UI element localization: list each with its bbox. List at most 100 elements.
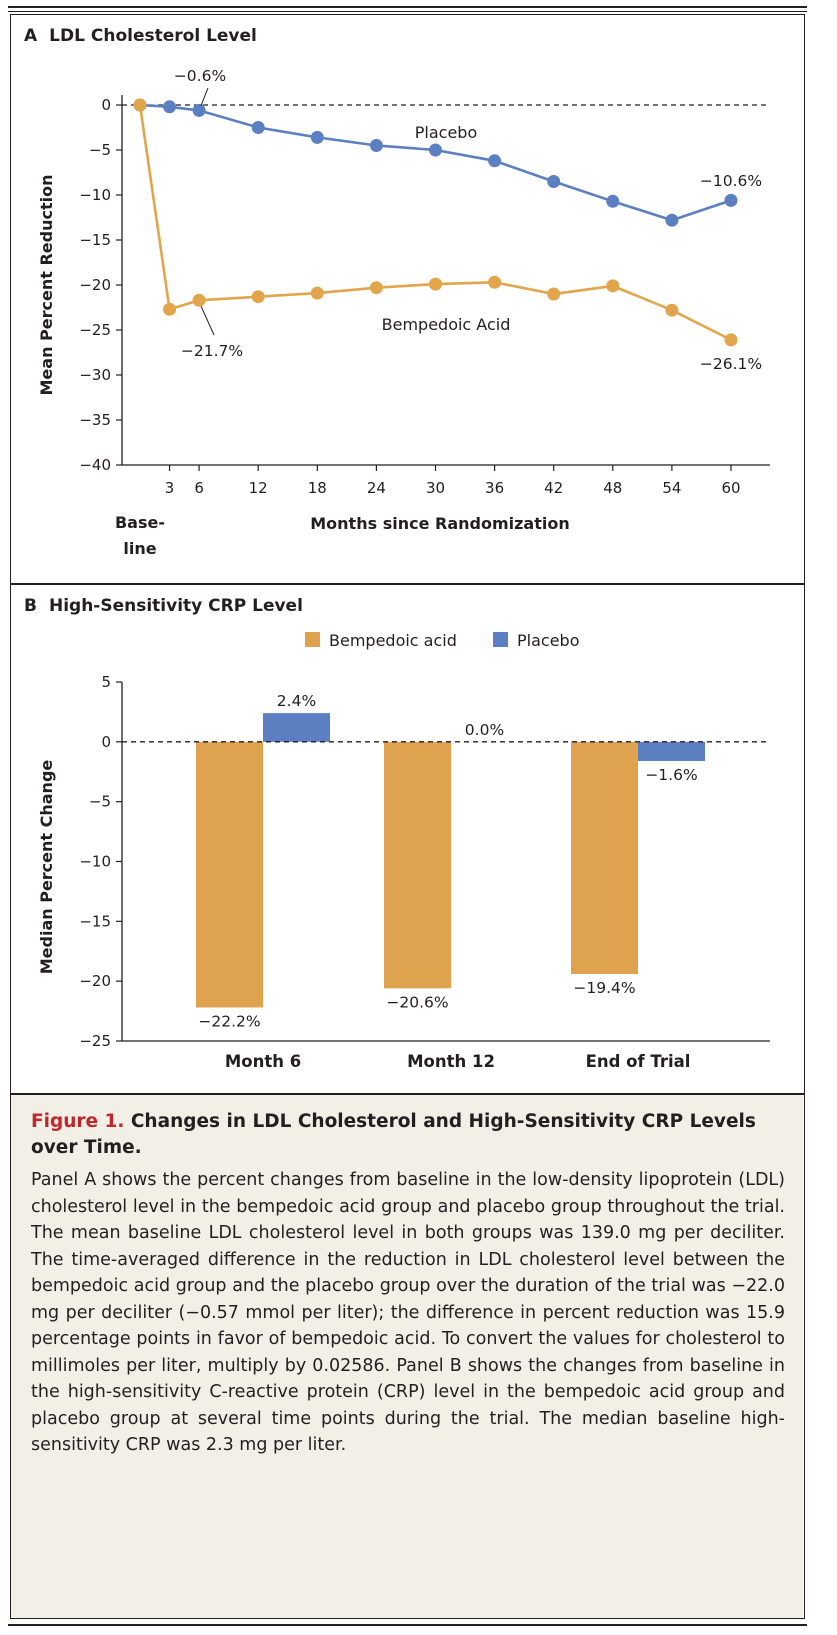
figure-frame: [10, 14, 805, 1619]
legend-label-placebo: Placebo: [517, 631, 579, 650]
data-label: −26.1%: [700, 355, 762, 373]
data-label: −0.6%: [174, 67, 226, 85]
legend-swatch-placebo: [493, 632, 508, 647]
bar-bempedoic-acid: [196, 741, 263, 1008]
legend-label-bempedoic-acid: Bempedoic acid: [329, 631, 457, 650]
annotation-leader: [200, 306, 215, 336]
figure-caption: Figure 1. Changes in LDL Cholesterol and…: [11, 1095, 803, 1618]
bar-placebo: [263, 713, 330, 742]
data-point: [665, 213, 679, 227]
panel-b-letter: B: [24, 596, 37, 616]
caption-separator: [10, 1093, 805, 1095]
y-axis-title: Mean Percent Reduction: [37, 175, 56, 396]
x-tick-label: 48: [603, 479, 622, 497]
y-axis-title: Median Percent Change: [37, 760, 56, 975]
bar-bempedoic-acid: [571, 741, 638, 974]
x-tick-label: 30: [426, 479, 445, 497]
legend-swatch-bempedoic-acid: [305, 632, 320, 647]
top-rule-thin: [8, 11, 807, 12]
x-tick-label: 42: [544, 479, 563, 497]
data-point: [724, 193, 738, 207]
y-tick-label: −15: [79, 912, 111, 930]
ldl-line-chart: 0−5−10−15−20−25−30−35−403 6 12 18 24 30 36 42 48…: [37, 67, 770, 558]
bar-value-label: −22.2%: [198, 1012, 260, 1030]
data-point: [251, 121, 265, 134]
data-point: [429, 277, 442, 291]
panel-b-title: B High-Sensitivity CRP Level: [24, 596, 303, 616]
data-point: [251, 290, 265, 304]
bar-value-label: −19.4%: [573, 979, 635, 997]
data-label: −10.6%: [700, 172, 762, 190]
y-tick-label: −5: [89, 141, 111, 159]
data-point: [310, 130, 324, 144]
data-point: [488, 275, 502, 289]
x-tick-label: 36: [485, 479, 504, 497]
caption-title: Figure 1. Changes in LDL Cholesterol and…: [31, 1109, 785, 1161]
bar-value-label: −1.6%: [645, 766, 697, 784]
y-tick-label: −25: [79, 321, 111, 339]
caption-title-text: Changes in LDL Cholesterol and High-Sens…: [31, 1111, 756, 1158]
y-tick-label: 0: [101, 733, 111, 751]
category-label: Month 12: [407, 1052, 495, 1071]
data-point: [547, 175, 561, 188]
x-tick-label: 12: [249, 479, 268, 497]
bar-value-label: −20.6%: [386, 993, 448, 1011]
series-label-bempedoic-acid: Bempedoic Acid: [382, 315, 511, 334]
data-point: [488, 154, 502, 168]
data-point: [163, 100, 177, 114]
category-label: End of Trial: [586, 1052, 691, 1071]
y-tick-label: −10: [79, 853, 111, 871]
x-tick-label: 60: [721, 479, 740, 497]
panel-a-title: A LDL Cholesterol Level: [24, 26, 257, 46]
data-point: [547, 287, 561, 301]
data-point: [724, 333, 738, 347]
y-tick-label: −20: [79, 276, 111, 294]
y-tick-label: −20: [79, 972, 111, 990]
x-tick-label: 18: [308, 479, 327, 497]
data-point: [369, 139, 383, 152]
data-point: [192, 103, 206, 117]
data-point: [369, 281, 383, 295]
baseline-label: line: [123, 539, 156, 558]
x-axis-title: Months since Randomization: [310, 514, 569, 533]
bar-value-label: 2.4%: [277, 692, 316, 710]
panel-b-title-text: High-Sensitivity CRP Level: [48, 596, 303, 616]
y-tick-label: −35: [79, 411, 111, 429]
y-tick-label: −15: [79, 231, 111, 249]
data-point: [429, 143, 442, 157]
data-point: [163, 302, 177, 316]
baseline-label: Base-: [115, 513, 165, 532]
y-tick-label: −5: [89, 793, 111, 811]
data-label: −21.7%: [181, 342, 243, 360]
caption-body: Panel A shows the percent changes from b…: [31, 1170, 785, 1455]
crp-bar-chart: Bempedoic acid Placebo 5 0 −5 −10 −15 −20 −25 −22…: [37, 631, 770, 1071]
bar-placebo: [638, 741, 705, 761]
data-point: [310, 286, 324, 300]
x-tick-label: 6: [194, 479, 204, 497]
series-label-placebo: Placebo: [415, 123, 477, 142]
y-tick-label: 0: [101, 96, 111, 114]
data-point: [665, 303, 679, 317]
y-tick-label: −10: [79, 186, 111, 204]
bottom-rule: [8, 1624, 807, 1626]
bar-value-label: 0.0%: [465, 721, 504, 739]
x-tick-label: 54: [662, 479, 681, 497]
x-tick-label: 3: [165, 479, 175, 497]
data-point: [133, 98, 147, 112]
top-rule: [8, 6, 807, 8]
figure-label: Figure 1.: [31, 1111, 125, 1132]
y-tick-label: 5: [101, 673, 111, 691]
y-tick-label: −25: [79, 1032, 111, 1050]
x-tick-label: 24: [367, 479, 386, 497]
panel-a-letter: A: [24, 26, 38, 46]
bar-bempedoic-acid: [384, 741, 451, 989]
data-point: [606, 279, 620, 293]
data-point: [606, 194, 620, 208]
data-point: [192, 293, 206, 307]
y-tick-label: −30: [79, 366, 111, 384]
y-tick-label: −40: [79, 456, 111, 474]
category-label: Month 6: [225, 1052, 301, 1071]
panel-a-title-text: LDL Cholesterol Level: [49, 26, 257, 46]
annotation-leader: [200, 87, 209, 106]
panel-separator: [10, 583, 805, 585]
